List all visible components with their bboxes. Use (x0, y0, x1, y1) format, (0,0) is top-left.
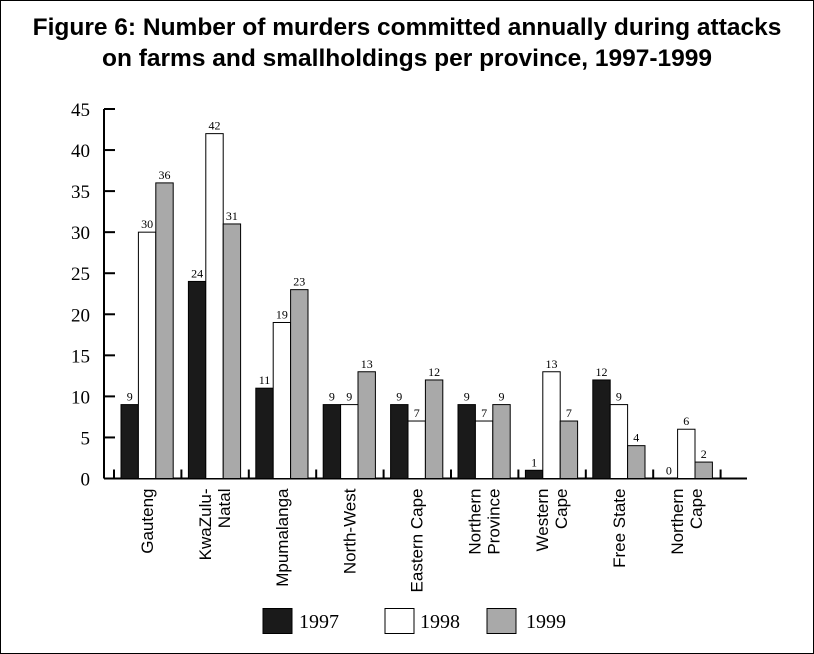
data-label: 30 (141, 217, 153, 231)
y-tick-label: 35 (71, 182, 90, 203)
data-label: 9 (499, 390, 505, 404)
data-label: 9 (396, 390, 402, 404)
y-tick-label: 10 (71, 387, 90, 408)
y-tick-label: 45 (71, 100, 90, 121)
bar-1997 (390, 404, 409, 480)
bar-1999 (222, 223, 242, 479)
data-label: 7 (481, 406, 487, 420)
chart-title-line-1: Figure 6: Number of murders committed an… (32, 14, 782, 41)
chart-title-line-2: on farms and smallholdings per province,… (102, 45, 712, 72)
data-label: 11 (259, 373, 271, 387)
bar-1998 (340, 404, 359, 480)
bar-1998 (677, 428, 696, 480)
bar-1999 (492, 404, 511, 480)
y-tick-label: 0 (81, 470, 91, 491)
data-label: 7 (414, 406, 420, 420)
bar-1999 (627, 445, 646, 479)
data-label: 12 (428, 365, 440, 379)
category-label: North-West (340, 488, 359, 574)
data-label: 13 (361, 357, 373, 371)
bar-1997 (120, 404, 139, 480)
bar-1998 (474, 420, 494, 479)
category-label: Mpumalanga (273, 488, 292, 587)
category-label: Natal (215, 489, 234, 529)
bar-1997 (187, 280, 207, 479)
category-label: Eastern Cape (408, 489, 427, 593)
data-label: 13 (546, 357, 558, 371)
bar-1999 (290, 289, 309, 479)
data-label: 24 (191, 266, 203, 280)
bar-1999 (357, 371, 376, 479)
data-label: 6 (683, 414, 689, 428)
y-tick-label: 5 (81, 428, 91, 449)
legend-swatch-1997 (262, 608, 293, 634)
legend-label-1999: 1999 (526, 611, 566, 633)
bar-1999 (424, 379, 444, 480)
category-label: KwaZulu- (196, 489, 215, 561)
y-tick-label: 25 (71, 264, 90, 285)
bar-1997 (592, 379, 611, 480)
data-label: 42 (209, 119, 221, 133)
data-label: 1 (531, 455, 537, 469)
category-label: Province (485, 488, 504, 554)
legend-swatch-1999 (486, 608, 517, 634)
bar-1998 (272, 321, 292, 479)
data-label: 9 (329, 390, 335, 404)
category-label: Northern (668, 489, 687, 555)
data-label: 7 (566, 406, 572, 420)
data-label: 9 (127, 390, 133, 404)
category-label: Cape (687, 489, 706, 530)
category-label: Free State (610, 489, 629, 568)
category-label: Northern (466, 488, 485, 554)
chart-title: Figure 6: Number of murders committed an… (0, 12, 814, 74)
bar-1999 (155, 182, 174, 479)
category-label: Gauteng (138, 489, 157, 554)
data-label: 23 (293, 275, 305, 289)
legend-label-1998: 1998 (420, 611, 460, 633)
data-label: 2 (701, 447, 707, 461)
bar-1998 (137, 231, 157, 479)
bar-1998 (407, 420, 426, 479)
bar-1997 (457, 404, 476, 480)
y-tick-label: 40 (71, 141, 90, 162)
data-label: 12 (596, 365, 608, 379)
bar-1999 (559, 420, 579, 479)
bar-1997 (524, 469, 544, 479)
category-label: Western (533, 489, 552, 552)
data-label: 19 (276, 307, 288, 321)
legend-swatch-1998 (384, 608, 415, 634)
bar-1998 (542, 371, 561, 479)
data-label: 9 (464, 390, 470, 404)
data-label: 9 (616, 390, 622, 404)
category-label: Cape (552, 489, 571, 530)
bar-1999 (694, 461, 713, 480)
data-label: 9 (346, 390, 352, 404)
y-tick-label: 20 (71, 305, 90, 326)
bar-1998 (609, 404, 629, 480)
y-tick-label: 30 (71, 223, 90, 244)
legend-label-1997: 1997 (299, 611, 339, 633)
bar-1998 (205, 133, 224, 479)
bar-1997 (322, 404, 342, 480)
data-label: 36 (159, 168, 171, 182)
data-label: 4 (633, 431, 639, 445)
data-label: 0 (666, 464, 672, 478)
y-tick-label: 15 (71, 346, 90, 367)
bar-1997 (255, 387, 274, 479)
data-label: 31 (226, 209, 238, 223)
